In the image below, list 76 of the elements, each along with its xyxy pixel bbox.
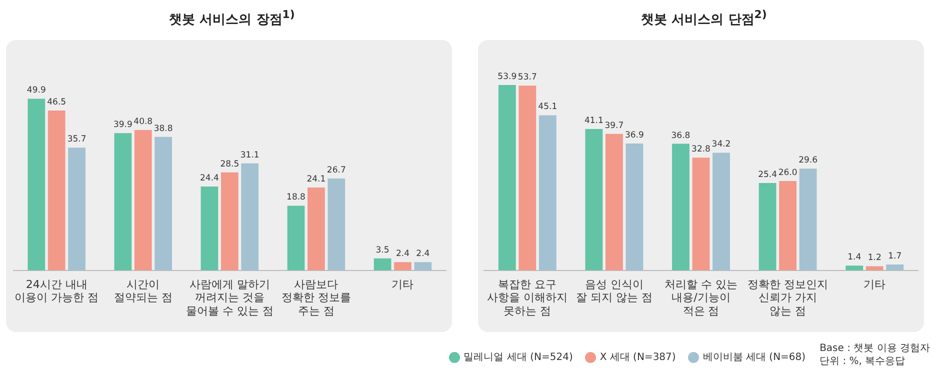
bar (799, 168, 817, 270)
data-label: 3.5 (376, 245, 390, 256)
data-label: 24.1 (306, 174, 326, 184)
data-label: 35.7 (67, 134, 86, 145)
x-tick-label: 24시간 내내 이용이 가능한 점 (14, 278, 99, 304)
x-tick-label: 정확한 정보인지 신뢰가 가지 않는 점 (748, 278, 828, 318)
bar (308, 187, 325, 270)
bar (28, 98, 46, 270)
data-label: 26.7 (326, 166, 346, 176)
bar (758, 183, 776, 270)
bar (48, 110, 66, 270)
bar (538, 115, 556, 270)
bar (605, 134, 623, 270)
data-label: 1.4 (848, 252, 862, 263)
bar (672, 144, 690, 270)
data-label: 36.9 (624, 130, 644, 140)
data-label: 2.4 (396, 249, 410, 260)
bar (114, 133, 132, 270)
x-tick-label: 처리할 수 있는 내용/기능이 적은 점 (664, 278, 738, 318)
data-label: 34.2 (712, 140, 731, 150)
data-label: 2.4 (416, 249, 430, 260)
bar (692, 158, 710, 270)
data-label: 24.4 (200, 173, 219, 184)
bar (779, 180, 797, 270)
bar (328, 178, 346, 270)
data-label: 36.8 (671, 130, 690, 141)
data-label: 25.4 (758, 170, 778, 180)
x-tick-label: 시간이 절약되는 점 (114, 278, 172, 304)
data-label: 53.7 (518, 72, 537, 83)
legend-label: 밀레니얼 세대 (N=524) (464, 351, 573, 364)
chart-title: 챗봇 서비스의 장점$^{1)}$ (168, 7, 296, 30)
data-label: 38.8 (154, 124, 173, 134)
bar (200, 186, 218, 270)
bar (220, 172, 238, 270)
data-label: 32.8 (692, 144, 710, 155)
x-tick-label: 복잡한 요구 사항을 이해하지 못하는 점 (487, 278, 568, 318)
data-label: 40.8 (134, 117, 153, 127)
bar (585, 129, 603, 270)
data-label: 31.1 (240, 150, 260, 160)
bar (374, 258, 392, 270)
data-label: 46.5 (47, 97, 66, 108)
data-label: 26.0 (778, 168, 798, 178)
data-label: 1.7 (888, 252, 902, 262)
bar (886, 264, 904, 270)
data-label: 41.1 (584, 116, 604, 126)
bar (712, 152, 730, 270)
text: 단위 : %, 복수응답 (820, 355, 906, 368)
chart-title: 챗봇 서비스의 단점$^{2)}$ (640, 7, 768, 30)
text: Base : 챗봇 이용 경험자 (820, 342, 930, 355)
data-label: 18.8 (286, 192, 306, 203)
x-tick-label: 사람보다 정확한 정보를 주는 점 (281, 278, 351, 318)
bar (414, 262, 432, 270)
data-label: 1.2 (868, 253, 882, 264)
data-label: 39.9 (113, 120, 132, 130)
data-label: 45.1 (538, 102, 558, 112)
data-label: 39.7 (604, 120, 624, 131)
bar (287, 206, 305, 270)
bar (241, 163, 259, 270)
bar (846, 266, 864, 270)
data-label: 28.5 (220, 159, 240, 170)
bar (394, 262, 412, 270)
bar (498, 84, 516, 270)
x-tick-label: 기타 (392, 278, 414, 291)
legend-label: X 세대 (N=387) (600, 351, 676, 364)
bar (68, 148, 86, 270)
x-tick-label: 음성 인식이 잘 되지 않는 점 (576, 278, 652, 304)
x-tick-label: 사람에게 말하기 꺼려지는 것을 물어볼 수 있는 점 (186, 278, 274, 318)
data-label: 49.9 (26, 86, 46, 96)
bar (518, 86, 536, 270)
bar (626, 143, 644, 270)
bar (134, 130, 152, 270)
bar (154, 136, 172, 270)
data-label: 29.6 (798, 156, 818, 166)
x-tick-label: 기타 (864, 278, 886, 291)
data-label: 53.9 (498, 72, 517, 82)
legend-label: 베이비붐 세대 (N=68) (702, 351, 806, 364)
